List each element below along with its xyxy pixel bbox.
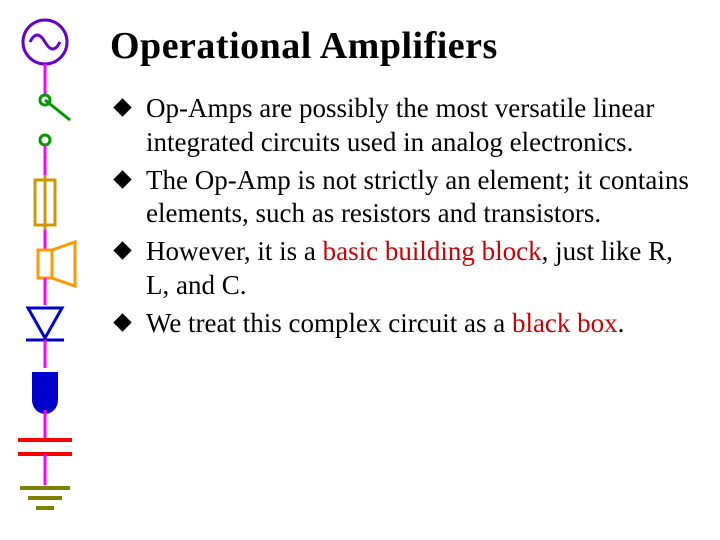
bullet-text: We treat this complex circuit as a <box>146 308 512 338</box>
bullet-text-post: . <box>618 308 625 338</box>
slide-title: Operational Amplifiers <box>110 24 700 68</box>
bullet-marker-icon <box>113 313 131 331</box>
capacitor-icon <box>18 440 72 454</box>
led-icon <box>32 372 58 414</box>
bullet-item: We treat this complex circuit as a black… <box>110 307 700 341</box>
bullet-list: Op-Amps are possibly the most versatile … <box>110 92 700 340</box>
circuit-sidebar <box>0 0 90 540</box>
bullet-highlight: black box <box>512 308 618 338</box>
diode-icon <box>26 308 64 340</box>
slide-content: Operational Amplifiers Op-Amps are possi… <box>110 24 700 344</box>
circuit-diagram-icon <box>0 0 90 540</box>
slide: Operational Amplifiers Op-Amps are possi… <box>0 0 720 540</box>
bullet-item: The Op-Amp is not strictly an element; i… <box>110 164 700 232</box>
bullet-text: However, it is a <box>146 236 323 266</box>
bullet-text: Op-Amps are possibly the most versatile … <box>146 93 654 157</box>
bullet-marker-icon <box>113 241 131 259</box>
bullet-text: The Op-Amp is not strictly an element; i… <box>146 165 689 229</box>
bullet-highlight: basic building block <box>323 236 542 266</box>
bullet-marker-icon <box>113 170 131 188</box>
bullet-item: Op-Amps are possibly the most versatile … <box>110 92 700 160</box>
ground-icon <box>20 488 70 508</box>
fuse-icon <box>35 175 55 230</box>
switch-icon <box>40 95 70 145</box>
ac-source-icon <box>23 20 67 64</box>
bullet-marker-icon <box>113 98 131 116</box>
bullet-item: However, it is a basic building block, j… <box>110 235 700 303</box>
